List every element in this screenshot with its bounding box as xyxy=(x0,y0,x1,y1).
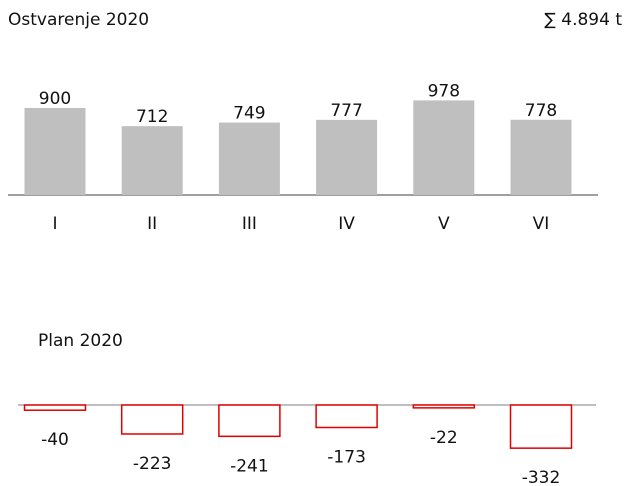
bar xyxy=(413,100,475,195)
bar xyxy=(218,404,281,438)
bar xyxy=(316,119,378,195)
value-label: -332 xyxy=(522,468,561,486)
x-tick-label: I xyxy=(52,214,57,234)
total-annotation: ∑ 4.894 t xyxy=(544,10,622,30)
x-tick-label: IV xyxy=(338,214,355,234)
value-label: -241 xyxy=(230,456,269,476)
bar xyxy=(121,126,183,195)
x-tick-label: V xyxy=(438,214,450,234)
bar xyxy=(120,404,184,435)
bar xyxy=(509,404,573,449)
value-label: 749 xyxy=(233,104,265,124)
chart-title: Plan 2020 xyxy=(38,331,123,351)
bar xyxy=(412,404,476,409)
value-label: -223 xyxy=(133,454,172,474)
x-tick-label: VI xyxy=(533,214,550,234)
value-label: 900 xyxy=(39,89,71,109)
chart-title: Ostvarenje 2020 xyxy=(8,10,149,30)
value-label: 712 xyxy=(136,107,168,127)
x-tick-label: III xyxy=(242,214,257,234)
value-label: 778 xyxy=(525,101,557,121)
x-tick-label: II xyxy=(147,214,157,234)
bar xyxy=(24,107,86,195)
bar xyxy=(218,122,280,195)
bar xyxy=(510,119,572,195)
value-label: -173 xyxy=(327,447,366,467)
bar xyxy=(315,404,378,429)
value-label: -40 xyxy=(41,430,69,450)
value-label: 978 xyxy=(428,81,460,101)
value-label: -22 xyxy=(430,428,458,448)
bar xyxy=(23,404,87,411)
value-label: 777 xyxy=(330,101,362,121)
